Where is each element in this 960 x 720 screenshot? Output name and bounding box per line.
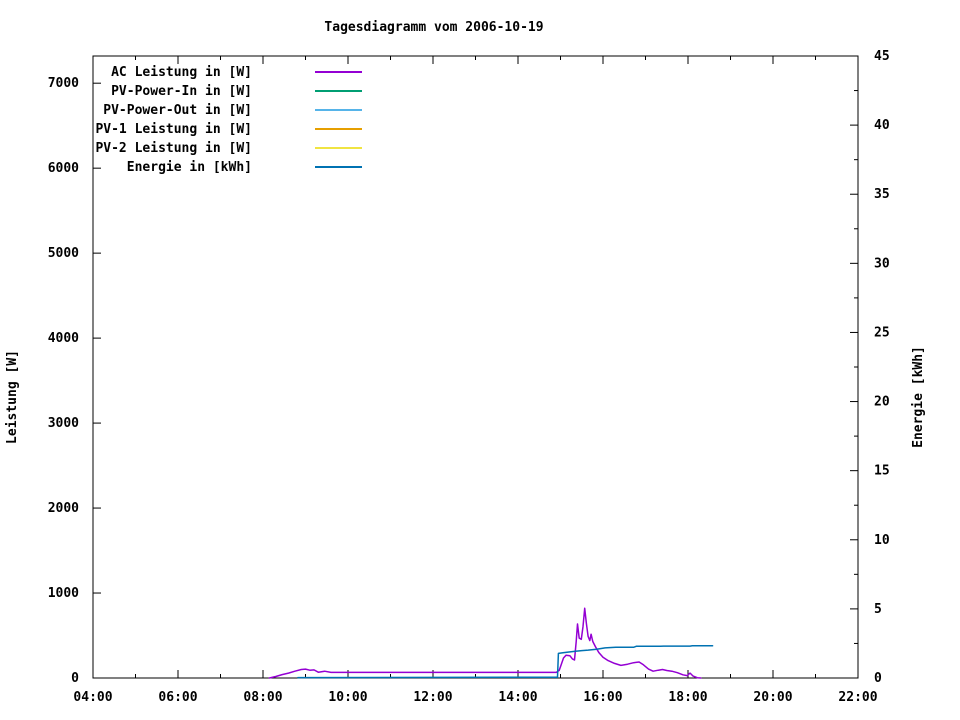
y-left-tick-label: 6000 [48,161,79,176]
y-right-tick-label: 20 [874,395,890,410]
legend-label: PV-1 Leistung in [W] [95,122,252,137]
y-axis-label-left: Leistung [W] [5,350,20,444]
y-left-tick-label: 1000 [48,586,79,601]
y-right-tick-label: 45 [874,49,890,64]
y-left-tick-label: 0 [71,671,79,686]
y-axis-label-right: Energie [kWh] [911,346,926,448]
series-line-energie-in-kwh [297,645,714,679]
legend-label: Energie in [kWh] [127,160,252,175]
y-right-tick-label: 35 [874,187,890,202]
legend-label: PV-Power-Out in [W] [103,103,252,118]
x-tick-label: 18:00 [668,690,707,705]
y-right-tick-label: 5 [874,602,882,617]
x-tick-label: 16:00 [583,690,622,705]
x-tick-label: 22:00 [838,690,877,705]
legend-label: PV-2 Leistung in [W] [95,141,252,156]
y-left-tick-label: 3000 [48,416,79,431]
y-left-tick-label: 2000 [48,501,79,516]
x-tick-label: 20:00 [753,690,792,705]
y-right-tick-label: 0 [874,671,882,686]
y-right-tick-label: 40 [874,118,890,133]
y-left-tick-label: 5000 [48,246,79,261]
x-tick-label: 08:00 [243,690,282,705]
chart-title: Tagesdiagramm vom 2006-10-19 [324,20,543,35]
y-right-tick-label: 15 [874,464,890,479]
x-tick-label: 14:00 [498,690,537,705]
series-line-ac-leistung-in-w [268,607,702,679]
y-left-tick-label: 4000 [48,331,79,346]
legend-label: AC Leistung in [W] [111,65,252,80]
x-tick-label: 10:00 [328,690,367,705]
y-right-tick-label: 10 [874,533,890,548]
y-right-tick-label: 30 [874,256,890,271]
legend-label: PV-Power-In in [W] [111,84,252,99]
y-left-tick-label: 7000 [48,76,79,91]
y-right-tick-label: 25 [874,325,890,340]
x-tick-label: 12:00 [413,690,452,705]
x-tick-label: 04:00 [73,690,112,705]
x-tick-label: 06:00 [158,690,197,705]
